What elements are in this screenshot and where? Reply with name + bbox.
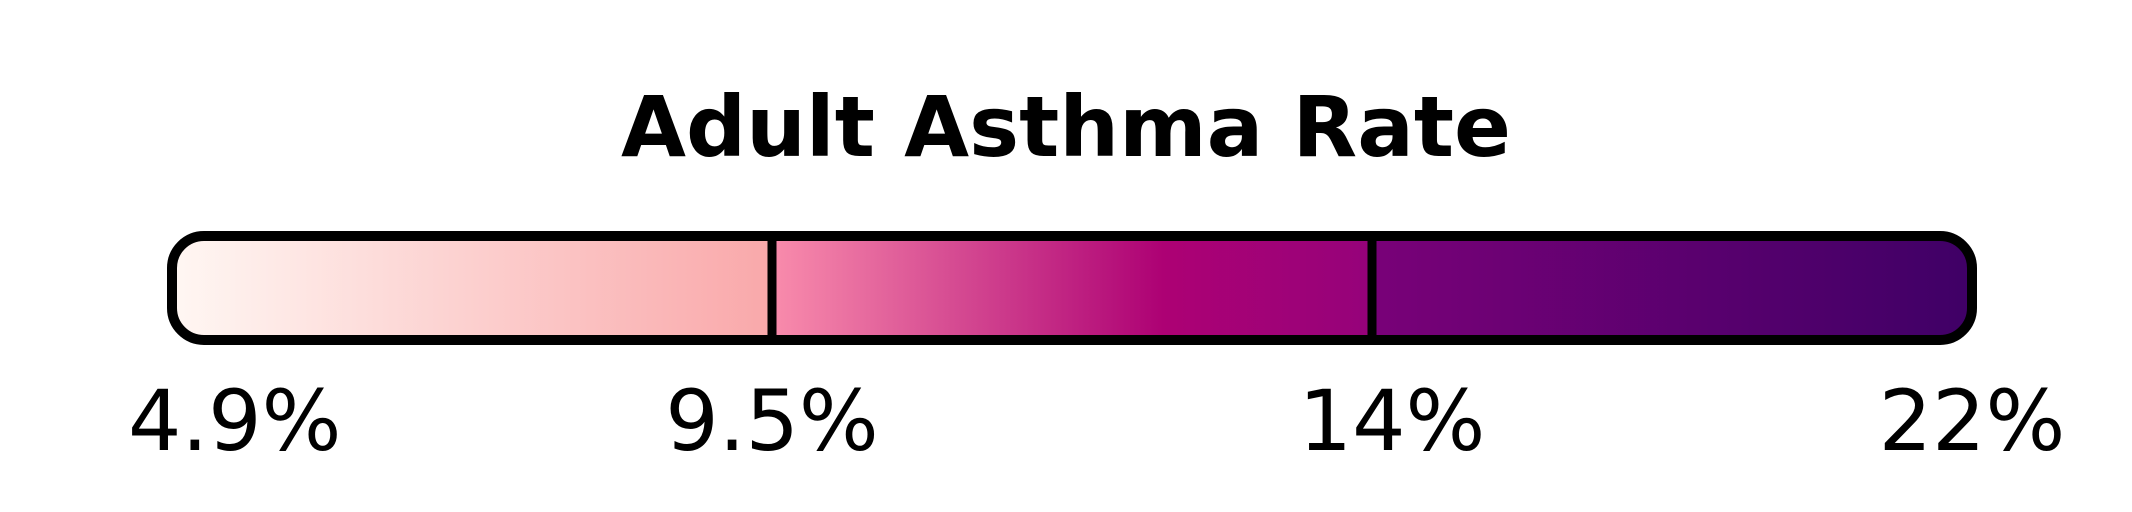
bin-dividers xyxy=(767,236,1377,340)
legend-bin-0 xyxy=(172,236,773,340)
tick-label-0: 4.9% xyxy=(128,372,341,470)
legend-bar-outline xyxy=(167,231,1977,345)
legend-bin-1 xyxy=(772,236,1373,340)
legend-title: Adult Asthma Rate xyxy=(621,78,1511,176)
legend-bin-2 xyxy=(1372,236,1972,340)
tick-labels: 4.9% 9.5% 14% 22% xyxy=(128,372,2065,470)
tick-label-3: 22% xyxy=(1879,372,2066,470)
tick-label-1: 9.5% xyxy=(665,372,878,470)
tick-label-2: 14% xyxy=(1299,372,1486,470)
legend-bins xyxy=(172,236,1972,340)
